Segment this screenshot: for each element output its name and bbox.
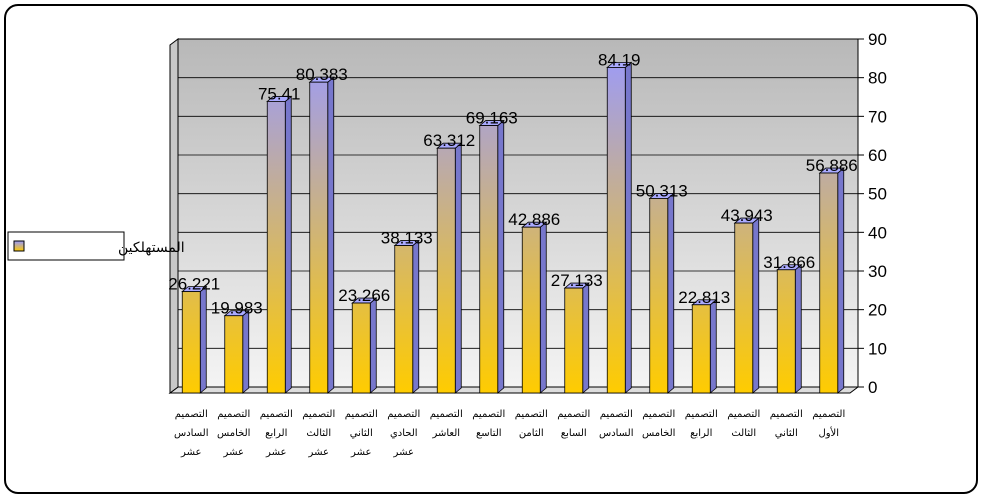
bar — [521, 226, 541, 394]
x-tick-label: التصميم الخامس عشر — [217, 409, 251, 458]
x-tick-label: التصميم الخامس — [642, 409, 676, 439]
bar-side — [327, 76, 335, 394]
bar-side — [752, 217, 760, 394]
data-label: 63.312 — [423, 131, 475, 150]
data-label: 84.19 — [598, 50, 641, 69]
y-tick-label: 90 — [868, 30, 887, 49]
x-tick-label: التصميم الثاني — [769, 409, 803, 439]
legend-box — [7, 231, 125, 261]
data-label: 42.886 — [508, 210, 560, 229]
data-label: 38.133 — [381, 229, 433, 248]
y-tick-label: 30 — [868, 262, 887, 281]
data-label: 56.886 — [806, 156, 858, 175]
bar — [691, 304, 711, 394]
data-label: 80.383 — [296, 65, 348, 84]
bar — [649, 198, 669, 394]
y-tick-label: 50 — [868, 185, 887, 204]
data-label: 22.813 — [678, 288, 730, 307]
data-label: 75.41 — [258, 84, 301, 103]
x-tick-label: التصميم السادس — [599, 409, 634, 439]
x-tick-label: التصميم الرابع عشر — [259, 409, 293, 458]
x-tick-label: التصميم الأول — [812, 409, 846, 439]
bar — [734, 222, 754, 394]
legend-swatch — [13, 240, 25, 252]
y-tick-label: 0 — [868, 378, 877, 397]
bar — [436, 147, 456, 394]
x-tick-label: التصميم الثالث عشر — [302, 409, 336, 458]
y-tick-label: 60 — [868, 146, 887, 165]
y-tick-label: 40 — [868, 223, 887, 242]
bar — [776, 269, 796, 394]
bar-side — [412, 239, 420, 394]
bar — [351, 302, 371, 394]
y-tick-label: 20 — [868, 301, 887, 320]
bar — [309, 81, 329, 394]
bar — [479, 125, 499, 394]
data-label: 43.943 — [721, 206, 773, 225]
bar-side — [582, 282, 590, 394]
bar — [606, 67, 626, 394]
bar — [564, 287, 584, 394]
x-tick-label: التصميم الثاني عشر — [344, 409, 378, 458]
data-label: 26.221 — [168, 275, 220, 294]
data-label: 50.313 — [636, 181, 688, 200]
bar-side — [794, 263, 802, 394]
x-tick-label: التصميم السابع — [557, 409, 591, 439]
side-wall — [169, 38, 179, 394]
bar-side — [539, 221, 547, 394]
x-tick-label: التصميم الرابع — [684, 409, 718, 439]
data-label: 27.133 — [551, 271, 603, 290]
bar-side — [667, 192, 675, 394]
data-label: 23.266 — [338, 286, 390, 305]
data-label: 19.983 — [211, 299, 263, 318]
y-tick-label: 10 — [868, 339, 887, 358]
data-label: 69.163 — [466, 109, 518, 128]
bar — [224, 315, 244, 394]
bar-side — [497, 119, 505, 394]
x-tick-label: التصميم السادس عشر — [174, 409, 209, 458]
bar — [181, 291, 201, 394]
data-label: 31.866 — [763, 253, 815, 272]
bar-side — [837, 167, 845, 394]
bar-side — [242, 309, 250, 394]
x-tick-label: التصميم الحادي عشر — [387, 409, 421, 458]
x-tick-label: التصميم العاشر — [429, 409, 463, 439]
bar-side — [199, 285, 207, 394]
legend-label: المستهلكين — [118, 239, 185, 256]
x-tick-label: التصميم الثامن — [514, 409, 548, 439]
bar-side — [284, 95, 292, 394]
x-tick-label: التصميم التاسع — [472, 409, 506, 439]
bar-side — [709, 298, 717, 394]
bar — [819, 172, 839, 394]
x-tick-label: التصميم الثالث — [727, 409, 761, 439]
bar — [394, 245, 414, 394]
bar-side — [624, 61, 632, 394]
y-tick-label: 70 — [868, 107, 887, 126]
y-tick-label: 80 — [868, 69, 887, 88]
bar — [266, 101, 286, 394]
bar-side — [454, 142, 462, 394]
bar-side — [369, 297, 377, 394]
chart-frame — [4, 4, 978, 494]
